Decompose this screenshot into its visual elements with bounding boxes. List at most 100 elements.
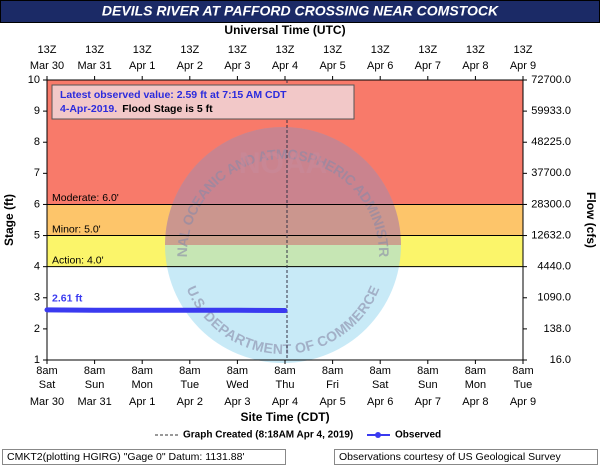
y-tick-label: 7 (34, 167, 40, 179)
top-tick-date: Apr 7 (415, 60, 441, 72)
x-tick-time: 8am (369, 365, 390, 377)
legend-created: Graph Created (8:18AM Apr 4, 2019) (183, 430, 353, 441)
top-tick-date: Apr 4 (272, 60, 298, 72)
y2-tick-label: 16.0 (550, 354, 571, 366)
y-tick-label: 4 (34, 261, 40, 273)
x-tick-date: Apr 6 (367, 396, 393, 408)
legend: Graph Created (8:18AM Apr 4, 2019) Obser… (155, 430, 441, 441)
y2-tick-label: 72700.0 (531, 74, 571, 86)
x-tick-day: Tue (181, 379, 200, 391)
x-tick-day: Sun (418, 379, 438, 391)
watermark-logo: NOAA (239, 147, 327, 180)
x-tick-date: Mar 31 (77, 396, 111, 408)
top-tick-date: Apr 9 (510, 60, 536, 72)
y-tick-label: 5 (34, 229, 40, 241)
flood-label: Action: 4.0' (52, 254, 104, 266)
x-tick-date: Apr 9 (510, 396, 536, 408)
x-tick-day: Fri (326, 379, 339, 391)
x-tick-time: 8am (36, 365, 57, 377)
footer-left: CMKT2(plotting HGIRG) "Gage 0" Datum: 11… (7, 451, 244, 463)
x-tick-day: Mon (465, 379, 486, 391)
x-tick-date: Apr 7 (415, 396, 441, 408)
annotation-flood: Flood Stage is 5 ft (122, 103, 213, 115)
y2-tick-label: 48225.0 (531, 136, 571, 148)
y-tick-label: 3 (34, 292, 40, 304)
top-tick-date: Apr 3 (224, 60, 250, 72)
value-label: 2.61 ft (52, 293, 83, 305)
top-tick-hour: 13Z (180, 44, 199, 56)
observed-line (44, 307, 288, 314)
x-tick-time: 8am (227, 365, 248, 377)
top-tick-hour: 13Z (418, 44, 437, 56)
top-tick-hour: 13Z (323, 44, 342, 56)
annotation-box (51, 84, 355, 120)
y2-tick-label: 59933.0 (531, 105, 571, 117)
flood-label: Minor: 5.0' (52, 223, 101, 235)
legend-observed-dot (375, 432, 381, 438)
top-tick-hour: 13Z (371, 44, 390, 56)
y2-tick-label: 4440.0 (537, 261, 571, 273)
footer-right: Observations courtesy of US Geological S… (339, 451, 562, 463)
top-tick-date: Apr 6 (367, 60, 393, 72)
x-tick-time: 8am (322, 365, 343, 377)
y-tick-label: 10 (28, 74, 40, 86)
y2-tick-label: 1090.0 (537, 292, 571, 304)
x-tick-time: 8am (465, 365, 486, 377)
x-tick-date: Apr 5 (319, 396, 345, 408)
watermark-top (165, 127, 401, 245)
watermark-circle (165, 127, 401, 363)
x-tick-day: Sat (372, 379, 389, 391)
top-tick-hour: 13Z (466, 44, 485, 56)
top-tick-date: Apr 5 (319, 60, 345, 72)
y2-tick-label: 37700.0 (531, 167, 571, 179)
y2-tick-label: 28300.0 (531, 198, 571, 210)
top-axis-label: Universal Time (UTC) (224, 23, 345, 37)
top-tick-hour: 13Z (38, 44, 57, 56)
x-tick-date: Apr 4 (272, 396, 298, 408)
x-tick-time: 8am (512, 365, 533, 377)
plot-area: NATIONAL OCEANIC AND ATMOSPHERIC ADMINIS… (0, 0, 571, 408)
top-tick-date: Apr 1 (129, 60, 155, 72)
x-tick-day: Sun (85, 379, 105, 391)
x-tick-day: Sat (39, 379, 56, 391)
flood-label: Moderate: 6.0' (52, 192, 119, 204)
annotation-line2: 4-Apr-2019. Flood Stage is 5 ft (60, 103, 213, 115)
x-tick-time: 8am (84, 365, 105, 377)
y2-axis-label: Flow (cfs) (584, 192, 598, 248)
x-tick-day: Mon (131, 379, 152, 391)
top-tick-date: Mar 30 (30, 60, 64, 72)
x-tick-date: Apr 3 (224, 396, 250, 408)
x-tick-date: Apr 8 (462, 396, 488, 408)
y-tick-label: 1 (34, 354, 40, 366)
chart-title: DEVILS RIVER AT PAFFORD CROSSING NEAR CO… (102, 3, 499, 19)
y-tick-label: 9 (34, 105, 40, 117)
top-tick-hour: 13Z (276, 44, 295, 56)
x-axis-label: Site Time (CDT) (240, 410, 329, 424)
y-axis-label: Stage (ft) (2, 194, 16, 246)
y-tick-label: 2 (34, 323, 40, 335)
top-tick-date: Mar 31 (77, 60, 111, 72)
x-tick-day: Thu (276, 379, 295, 391)
legend-observed: Observed (395, 430, 441, 441)
x-tick-date: Mar 30 (30, 396, 64, 408)
x-tick-time: 8am (274, 365, 295, 377)
x-tick-day: Tue (514, 379, 533, 391)
y2-tick-label: 12632.0 (531, 229, 571, 241)
x-tick-time: 8am (131, 365, 152, 377)
y2-tick-label: 138.0 (543, 323, 571, 335)
x-tick-time: 8am (179, 365, 200, 377)
top-tick-hour: 13Z (133, 44, 152, 56)
top-tick-date: Apr 8 (462, 60, 488, 72)
y-tick-label: 6 (34, 198, 40, 210)
top-tick-hour: 13Z (85, 44, 104, 56)
x-tick-date: Apr 1 (129, 396, 155, 408)
x-tick-time: 8am (417, 365, 438, 377)
x-tick-day: Wed (226, 379, 248, 391)
annotation-date: 4-Apr-2019. (60, 103, 117, 115)
top-tick-hour: 13Z (228, 44, 247, 56)
top-tick-hour: 13Z (514, 44, 533, 56)
annotation-line1: Latest observed value: 2.59 ft at 7:15 A… (60, 89, 287, 101)
top-tick-date: Apr 2 (177, 60, 203, 72)
x-tick-date: Apr 2 (177, 396, 203, 408)
